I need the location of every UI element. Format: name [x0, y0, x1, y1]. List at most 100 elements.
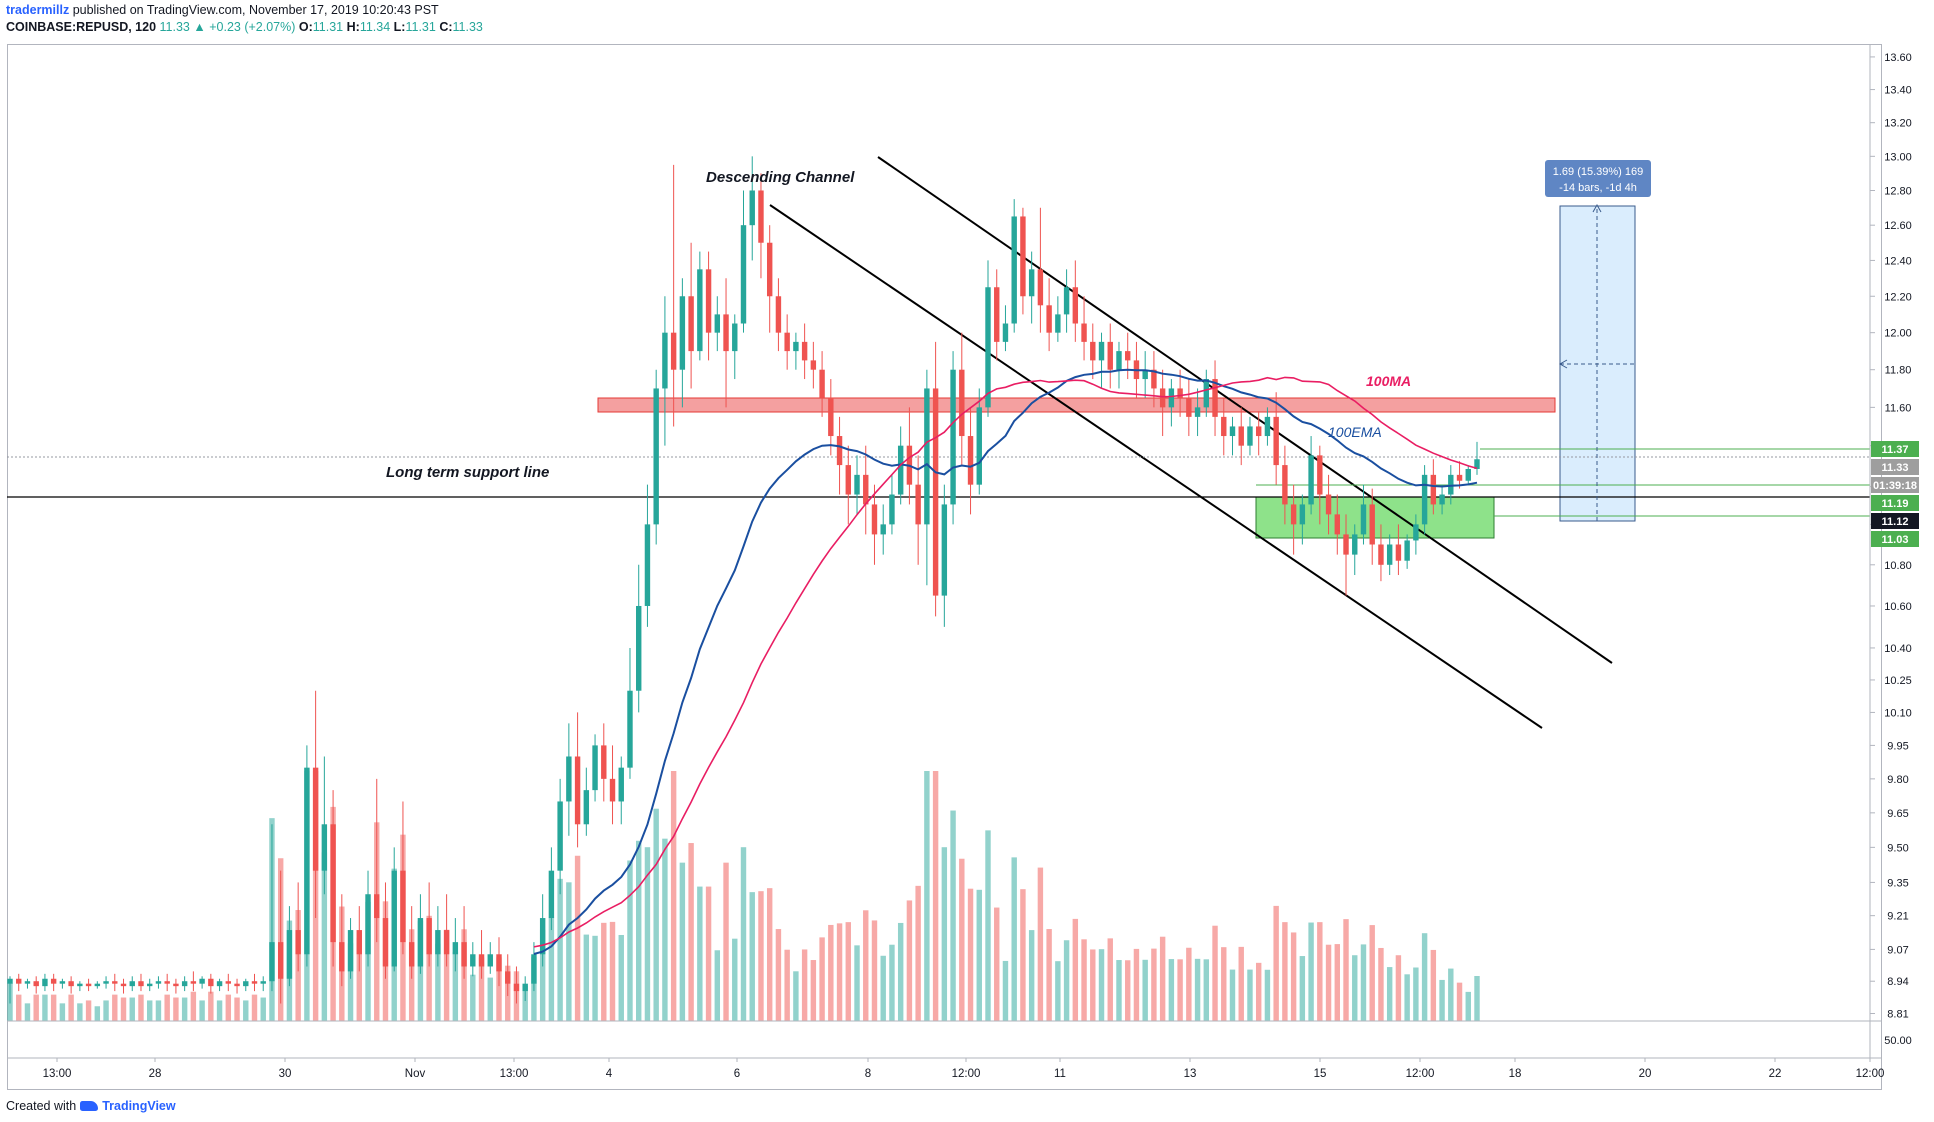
candle-body [1413, 524, 1419, 541]
candle-body [461, 942, 467, 967]
tradingview-brand-link[interactable]: TradingView [102, 1099, 176, 1113]
candle-body [260, 981, 266, 984]
volume-bar [592, 935, 598, 1021]
candle-body [819, 369, 825, 398]
candle [417, 894, 424, 974]
candle-body [697, 269, 703, 352]
annotation-descending-channel: Descending Channel [706, 169, 855, 186]
price-tick-label: 9.35 [1887, 877, 1908, 889]
volume-bar [59, 1003, 66, 1021]
volume-bar [1186, 947, 1192, 1021]
candle [740, 190, 747, 333]
candle-body [365, 894, 371, 955]
measure-label[interactable]: 1.69 (15.39%) 169 -14 bars, -1d 4h [1545, 160, 1651, 197]
price-tick-label: 9.50 [1887, 842, 1908, 854]
candle [950, 351, 956, 525]
volume-bar [1456, 982, 1463, 1021]
ma-100-line[interactable] [533, 376, 1478, 948]
measure-arrow-head-up-icon [1592, 203, 1602, 213]
volume-axis-label: 50.00 [1884, 1035, 1912, 1047]
candle [487, 942, 493, 974]
price-tick-label: 12.00 [1884, 328, 1912, 340]
candle [103, 976, 109, 989]
annotation-long-term-support: Long term support line [386, 464, 549, 481]
candle-body [277, 942, 284, 979]
candle-body [1439, 494, 1445, 505]
volume-bar [120, 997, 127, 1021]
volume-bar [636, 840, 642, 1021]
volume-bar [697, 886, 703, 1021]
price-axis-label-crosshair: 11.12 [1882, 516, 1909, 528]
volume-bar [1378, 947, 1384, 1021]
volume-bar [112, 994, 118, 1021]
candle-body [1430, 474, 1437, 505]
price-tick-label: 13.40 [1884, 85, 1912, 97]
volume-bar [1028, 930, 1035, 1021]
candle [1474, 441, 1480, 475]
candle [1081, 296, 1087, 361]
candle-body [1360, 504, 1367, 535]
candle-body [1203, 379, 1210, 408]
volume-bar [1098, 949, 1105, 1021]
volume-bar [452, 952, 459, 1021]
volume-bar [478, 957, 485, 1021]
price-tick-label: 9.65 [1887, 808, 1908, 820]
candle [234, 978, 240, 994]
candle [251, 973, 258, 992]
price-axis[interactable]: 13.60 13.40 13.20 13.00 12.80 12.60 12.40 12.20… [1869, 44, 1919, 1058]
candle [924, 369, 930, 586]
volume-bar [845, 922, 851, 1021]
chart-frame[interactable] [7, 44, 1882, 1090]
volume-bar [94, 1006, 101, 1021]
candle-body [1037, 269, 1044, 306]
resistance-zone[interactable] [597, 397, 1556, 413]
candle-body [609, 778, 616, 802]
ema-100-line[interactable] [533, 368, 1478, 955]
candle [1343, 514, 1349, 596]
candle [7, 976, 13, 1004]
volume-bar [836, 923, 843, 1021]
volume-bar [924, 771, 930, 1021]
candle-body [1448, 474, 1454, 495]
candle-body [374, 894, 380, 919]
candles [7, 156, 1480, 1004]
volume-bar [251, 994, 258, 1021]
ohlc-line: COINBASE:REPUSD, 120 11.33 ▲ +0.23 (+2.0… [6, 19, 483, 36]
volume-bar [147, 1000, 153, 1021]
channel-upper-line[interactable] [877, 156, 1613, 664]
candle [1255, 411, 1262, 456]
candle-body [644, 524, 651, 606]
footer: Created with TradingView [6, 1096, 176, 1116]
price-tick-label: 10.40 [1884, 643, 1912, 655]
candle [1352, 524, 1358, 576]
candle-body [574, 756, 581, 825]
candle-body [976, 407, 982, 485]
low-value: 11.31 [405, 20, 436, 34]
measure-label-line1: 1.69 (15.39%) 169 [1553, 166, 1644, 178]
candle-body [1107, 341, 1113, 370]
candle [77, 981, 83, 992]
candle [566, 723, 572, 836]
open-value: 11.31 [312, 20, 344, 34]
volume-bar [208, 991, 214, 1021]
candle-body [1395, 544, 1402, 561]
candle [321, 756, 328, 895]
price-axis-label-level: 11.19 [1882, 498, 1909, 510]
volume-bar [1142, 959, 1148, 1021]
channel-lower-line[interactable] [769, 204, 1543, 729]
candle-body [382, 918, 389, 967]
candle-body [854, 474, 860, 495]
candle [1264, 407, 1271, 446]
volume-bar [1282, 922, 1288, 1021]
candle [1317, 445, 1323, 525]
candle-body [1421, 474, 1428, 525]
price-tick-label: 9.07 [1887, 944, 1908, 956]
volume-bar [216, 1000, 223, 1021]
volume-bar [1369, 925, 1375, 1021]
candle [1028, 251, 1035, 324]
time-axis[interactable]: 13:00 28 30 Nov 13:00 4 6 8 12:00 11 13 15 12:00 18 20… [7, 1020, 1884, 1080]
candle [16, 973, 22, 992]
candle-body [662, 332, 668, 389]
author-link[interactable]: tradermillz [6, 3, 70, 17]
